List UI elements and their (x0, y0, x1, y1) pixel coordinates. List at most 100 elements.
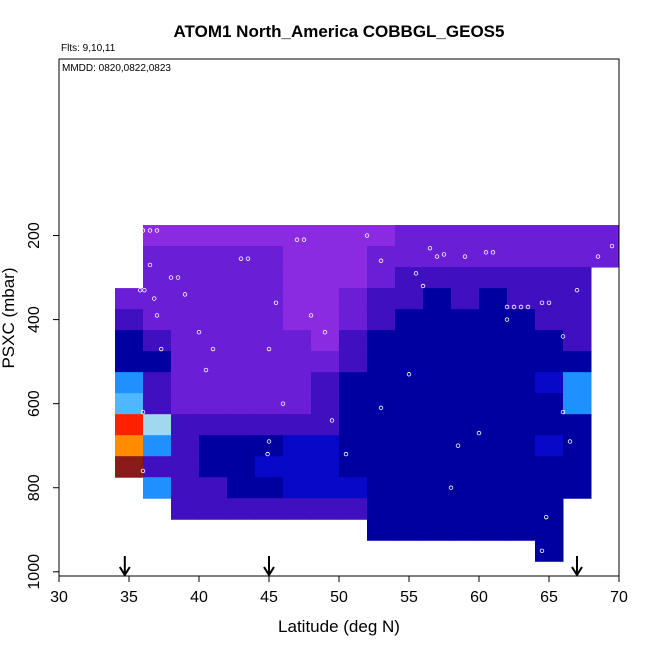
heatmap-cell (171, 246, 200, 268)
heatmap-cell (507, 246, 536, 268)
heatmap-cell (199, 246, 228, 268)
heatmap-cell (395, 435, 424, 457)
heatmap-cell (171, 330, 200, 352)
flight-point (560, 409, 566, 415)
flight-point (151, 296, 157, 301)
heatmap-cell (255, 435, 284, 457)
flight-point (210, 346, 216, 352)
heatmap-cell (563, 477, 592, 499)
heatmap-cell (367, 519, 396, 541)
heatmap-cell (227, 372, 256, 394)
heatmap-cell (423, 477, 452, 499)
flight-point (455, 443, 461, 448)
heatmap-cell (143, 330, 172, 352)
heatmap-cell (367, 288, 396, 310)
flight-point (140, 468, 146, 474)
heatmap-cell (143, 267, 172, 289)
flight-point (266, 439, 272, 444)
heatmap-cell (339, 498, 368, 520)
heatmap-cell (255, 351, 284, 373)
flight-point (203, 367, 209, 373)
heatmap-cell (367, 372, 396, 394)
heatmap-cell (227, 498, 256, 520)
heatmap-cell (563, 330, 592, 352)
heatmap-cell (423, 498, 452, 520)
heatmap-cell (199, 267, 228, 289)
heatmap-cell (563, 267, 592, 289)
flight-point (245, 256, 251, 261)
heatmap-cell (507, 309, 536, 331)
heatmap-cell (171, 309, 200, 331)
heatmap-cell (479, 372, 508, 394)
heatmap-cell (311, 414, 340, 436)
heatmap-cell (535, 288, 564, 310)
flight-point (308, 313, 314, 318)
chart-title: ATOM1 North_America COBBGL_GEOS5 (174, 22, 505, 41)
heatmap-cell (339, 351, 368, 373)
x-tick-label: 50 (330, 589, 348, 606)
flight-arrow (571, 556, 583, 577)
flight-point (532, 569, 538, 574)
heatmap-cell (311, 456, 340, 478)
heatmap-cell (339, 414, 368, 436)
heatmap-cell (395, 519, 424, 541)
heatmap-cell (451, 435, 480, 457)
heatmap-cell (479, 477, 508, 499)
flight-point (343, 451, 349, 457)
flight-point (448, 485, 454, 490)
heatmap-cell (395, 351, 424, 373)
heatmap-cell (479, 309, 508, 331)
flight-point (609, 243, 615, 249)
heatmap-cell (395, 246, 424, 268)
heatmap-cell (255, 267, 284, 289)
heatmap-cell (339, 456, 368, 478)
heatmap-cell (507, 456, 536, 478)
flight-point (539, 548, 545, 553)
heatmap-cell (339, 435, 368, 457)
heatmap-cell (143, 288, 172, 310)
heatmap-cell (479, 393, 508, 415)
heatmap-cell (395, 414, 424, 436)
heatmap-cell (507, 372, 536, 394)
heatmap-cell (227, 225, 256, 247)
heatmap-cell (507, 267, 536, 289)
heatmap-cell (311, 309, 340, 331)
flight-point (560, 334, 566, 339)
heatmap-cell (423, 519, 452, 541)
x-tick-label: 65 (540, 589, 558, 606)
heatmap-cell (283, 309, 312, 331)
heatmap-cell (479, 435, 508, 457)
heatmap-cell (199, 435, 228, 457)
heatmap-cell (339, 372, 368, 394)
heatmap-cell (255, 309, 284, 331)
flight-point (574, 287, 580, 293)
heatmap-cell (199, 330, 228, 352)
x-tick-label: 45 (260, 589, 278, 606)
flight-point (378, 405, 384, 411)
flight-point (147, 228, 153, 233)
heatmap-cell (143, 309, 172, 331)
heatmap-cell (283, 288, 312, 310)
heatmap-cell (563, 393, 592, 415)
heatmap-cell (255, 288, 284, 310)
heatmap-cell (563, 246, 592, 268)
heatmap-cell (171, 225, 200, 247)
heatmap-cell (479, 456, 508, 478)
flight-point (420, 283, 426, 289)
heatmap-cell (199, 393, 228, 415)
heatmap-cell (451, 498, 480, 520)
heatmap-cell (507, 519, 536, 541)
heatmap-cell (171, 435, 200, 457)
flight-point (539, 300, 545, 305)
x-tick-label: 35 (120, 589, 138, 606)
heatmap-cell (395, 477, 424, 499)
flight-point (518, 304, 524, 310)
flight-point (525, 304, 531, 310)
heatmap-cell (451, 225, 480, 247)
heatmap-cell (423, 456, 452, 478)
heatmap-cell (535, 225, 564, 247)
flight-point (483, 250, 489, 255)
flight-point (476, 430, 482, 436)
heatmap-cell (451, 456, 480, 478)
heatmap-cell (143, 477, 172, 499)
